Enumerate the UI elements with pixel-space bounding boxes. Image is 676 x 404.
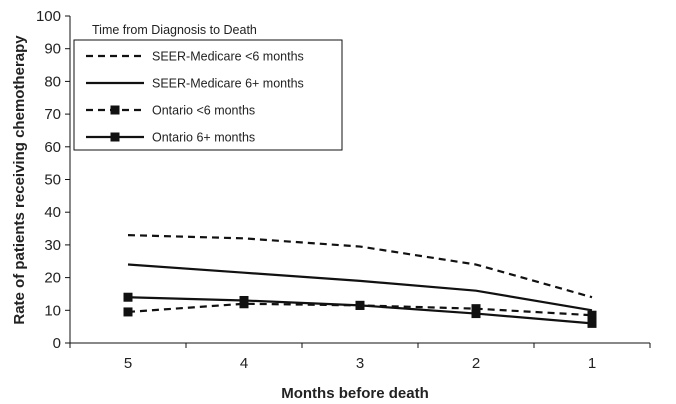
y-axis: 0 10 20 30 40 50 60 70 80 90 100 <box>36 8 71 352</box>
legend: Time from Diagnosis to Death SEER-Medica… <box>73 23 343 151</box>
series-line-2 <box>127 263 593 312</box>
series-line-1 <box>127 233 593 299</box>
y-tick-label: 50 <box>44 172 61 189</box>
y-tick-label: 80 <box>44 73 61 90</box>
series-4-marker <box>123 292 133 302</box>
series-4-marker <box>587 318 597 328</box>
series-3-marker <box>587 310 597 320</box>
x-tick-label: 3 <box>356 355 364 372</box>
series-4-marker <box>355 300 365 310</box>
x-axis: 5 4 3 2 1 <box>69 342 651 372</box>
x-axis-title: Months before death <box>281 385 429 402</box>
legend-label-2: SEER-Medicare 6+ months <box>152 77 304 91</box>
legend-label-4: Ontario 6+ months <box>152 131 255 145</box>
y-tick-label: 10 <box>44 302 61 319</box>
y-tick-label: 30 <box>44 237 61 254</box>
legend-title: Time from Diagnosis to Death <box>92 23 257 37</box>
legend-marker-4 <box>110 132 120 142</box>
series-group <box>123 233 597 328</box>
y-axis-title: Rate of patients receiving chemotherapy <box>11 35 28 325</box>
legend-box <box>73 39 343 151</box>
series-4-marker <box>471 309 481 319</box>
y-tick-label: 100 <box>36 8 61 25</box>
y-tick-label: 90 <box>44 41 61 58</box>
y-tick-label: 0 <box>53 335 61 352</box>
legend-label-1: SEER-Medicare <6 months <box>152 50 304 64</box>
x-tick-label: 5 <box>124 355 132 372</box>
y-tick-label: 60 <box>44 139 61 156</box>
series-3-marker <box>471 304 481 314</box>
y-tick-label: 20 <box>44 270 61 287</box>
legend-label-3: Ontario <6 months <box>152 104 255 118</box>
x-tick-label: 1 <box>588 355 596 372</box>
series-3-marker <box>123 307 133 317</box>
y-tick-label: 70 <box>44 106 61 123</box>
x-tick-label: 4 <box>240 355 248 372</box>
y-tick-label: 40 <box>44 204 61 221</box>
legend-marker-3 <box>110 105 120 115</box>
series-4-marker <box>239 295 249 305</box>
x-tick-label: 2 <box>472 355 480 372</box>
